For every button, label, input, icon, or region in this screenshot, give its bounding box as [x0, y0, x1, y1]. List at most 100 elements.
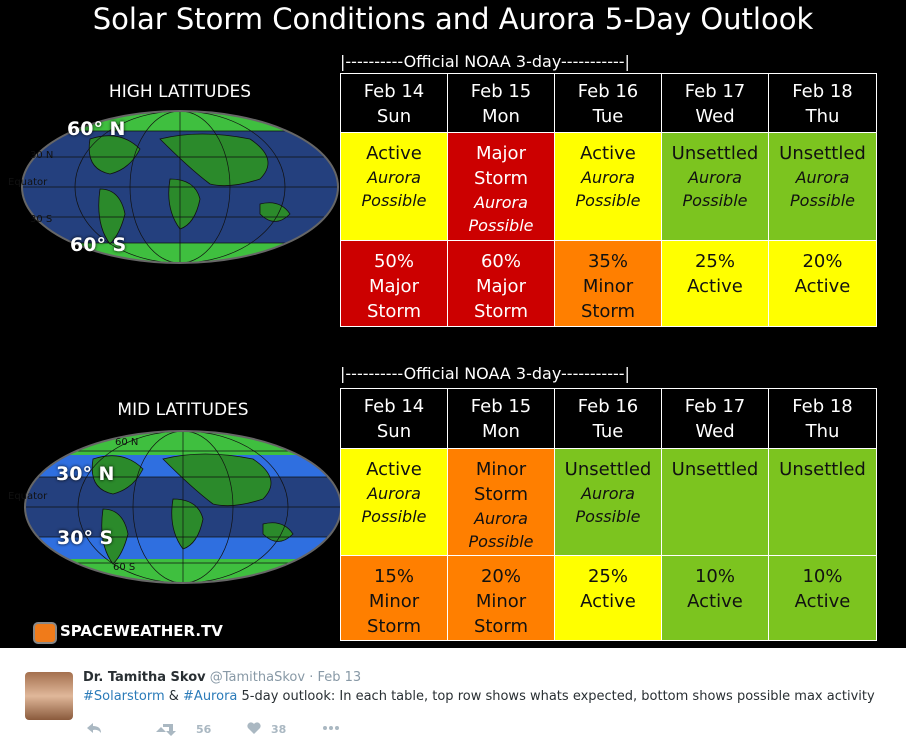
cell-text: 20%: [480, 566, 521, 587]
map-label: 30 S: [30, 214, 53, 225]
day-header: Feb 15 Mon: [447, 388, 555, 449]
map-label: 60 S: [113, 562, 136, 573]
retweet-count: 56: [196, 723, 212, 736]
cell-text: Major: [369, 276, 419, 297]
noaa-label: |----------Official NOAA 3-day----------…: [340, 364, 630, 383]
author-handle[interactable]: @TamithaSkov: [209, 670, 306, 685]
day-header: Feb 17 Wed: [661, 388, 769, 449]
cell-text: Active: [366, 459, 422, 480]
day-date: Feb 14: [363, 81, 425, 102]
more-icon[interactable]: [323, 726, 339, 730]
hashtag[interactable]: #Solarstorm: [83, 689, 165, 704]
cell-note: Aurora: [474, 509, 528, 528]
day-date: Feb 17: [684, 81, 746, 102]
cell-note: Aurora: [474, 193, 528, 212]
logo-text: SPACEWEATHER.TV: [60, 622, 223, 640]
map-label: 30° N: [56, 463, 115, 485]
day-date: Feb 14: [363, 396, 425, 417]
outlook-cell: Unsettled Aurora Possible: [661, 132, 769, 241]
day-header: Feb 17 Wed: [661, 73, 769, 133]
tweet-text-part: 5-day outlook: In each table, top row sh…: [237, 689, 875, 704]
day-header: Feb 18 Thu: [768, 73, 877, 133]
hashtag[interactable]: #Aurora: [183, 689, 238, 704]
retweet-icon[interactable]: [156, 724, 176, 736]
cell-text: Major: [476, 143, 526, 164]
cell-note: Possible: [361, 507, 427, 526]
outlook-cell: Unsettled: [661, 448, 769, 556]
map-label: 30 N: [30, 150, 54, 161]
cell-text: Unsettled: [564, 459, 652, 480]
cell-note: Aurora: [581, 168, 635, 187]
day-header: Feb 14 Sun: [340, 388, 448, 449]
outlook-cell: Unsettled Aurora Possible: [768, 132, 877, 241]
cell-text: Storm: [473, 484, 529, 505]
tweet-text-part: &: [164, 689, 184, 704]
map-label: Equator: [8, 491, 48, 502]
cell-text: Active: [687, 591, 743, 612]
reply-icon[interactable]: [87, 723, 101, 733]
cell-text: Storm: [366, 301, 422, 322]
like-icon[interactable]: [247, 722, 261, 734]
day-date: Feb 18: [792, 81, 853, 102]
cell-note: Possible: [682, 191, 748, 210]
outlook-cell: 10% Active: [661, 555, 769, 641]
avatar[interactable]: [25, 672, 73, 720]
outlook-cell: 15% Minor Storm: [340, 555, 448, 641]
outlook-cell: Active Aurora Possible: [340, 132, 448, 241]
day-weekday: Thu: [805, 421, 840, 442]
outlook-cell: Active Aurora Possible: [340, 448, 448, 556]
day-weekday: Tue: [592, 421, 624, 442]
globe-map: [24, 430, 342, 584]
cell-note: Possible: [575, 191, 641, 210]
infographic: Solar Storm Conditions and Aurora 5-Day …: [0, 0, 906, 648]
cell-text: Unsettled: [779, 459, 866, 480]
day-date: Feb 18: [792, 396, 853, 417]
day-weekday: Mon: [482, 421, 520, 442]
tweet-header: Dr. Tamitha Skov @TamithaSkov · Feb 13: [83, 670, 361, 685]
outlook-cell: 60% Major Storm: [447, 240, 555, 327]
day-date: Feb 16: [577, 396, 639, 417]
cell-text: Minor: [475, 591, 527, 612]
cell-note: Aurora: [367, 168, 421, 187]
cell-text: 10%: [802, 566, 843, 587]
cell-note: Possible: [361, 191, 427, 210]
infographic-title: Solar Storm Conditions and Aurora 5-Day …: [92, 2, 814, 36]
cell-note: Aurora: [688, 168, 742, 187]
noaa-label: |----------Official NOAA 3-day----------…: [340, 52, 630, 71]
cell-note: Possible: [575, 507, 641, 526]
tweet: Dr. Tamitha Skov @TamithaSkov · Feb 13 #…: [0, 648, 906, 754]
day-date: Feb 15: [470, 396, 532, 417]
day-date: Feb 15: [470, 81, 532, 102]
author-name[interactable]: Dr. Tamitha Skov: [83, 670, 206, 685]
tweet-actions: 56 38: [87, 722, 339, 736]
cell-text: Storm: [473, 168, 529, 189]
cell-note: Possible: [468, 216, 534, 235]
cell-text: Major: [476, 276, 526, 297]
outlook-cell: 20% Minor Storm: [447, 555, 555, 641]
outlook-cell: 20% Active: [768, 240, 877, 327]
cell-text: Active: [580, 591, 636, 612]
day-weekday: Mon: [482, 106, 520, 127]
tweet-date[interactable]: · Feb 13: [309, 670, 362, 685]
day-weekday: Wed: [695, 106, 735, 127]
cell-note: Possible: [790, 191, 855, 210]
cell-text: Unsettled: [671, 143, 759, 164]
outlook-cell: Major Storm Aurora Possible: [447, 132, 555, 241]
day-date: Feb 17: [684, 396, 746, 417]
cell-text: Active: [687, 276, 743, 297]
tweet-text: #Solarstorm & #Aurora 5-day outlook: In …: [83, 689, 875, 704]
cell-text: Storm: [473, 616, 529, 637]
outlook-cell: Minor Storm Aurora Possible: [447, 448, 555, 556]
outlook-cell: Active Aurora Possible: [554, 132, 662, 241]
map-label: 60 N: [115, 437, 139, 448]
logo-icon: [33, 622, 57, 644]
cell-note: Possible: [468, 532, 534, 551]
cell-text: 20%: [802, 251, 843, 272]
cell-text: Unsettled: [671, 459, 759, 480]
day-weekday: Thu: [805, 106, 840, 127]
day-weekday: Sun: [376, 106, 412, 127]
cell-note: Aurora: [367, 484, 421, 503]
cell-text: Storm: [473, 301, 529, 322]
cell-text: Active: [580, 143, 636, 164]
map-label: 30° S: [57, 527, 114, 549]
